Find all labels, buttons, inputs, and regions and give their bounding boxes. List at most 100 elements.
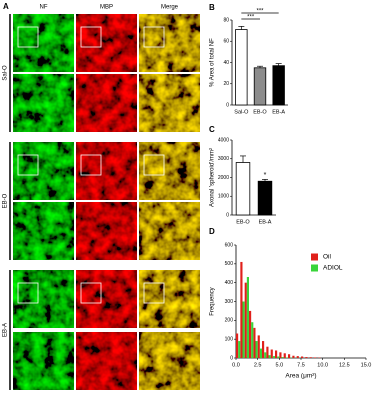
histogram-bar — [314, 357, 317, 358]
y-tick-label: 1000 — [218, 194, 229, 200]
histogram-bar — [238, 341, 241, 358]
histogram-bar — [277, 356, 280, 358]
micrograph — [139, 270, 200, 328]
inset-box — [80, 154, 102, 176]
histogram-bar — [305, 357, 308, 358]
x-axis-label: Area (μm²) — [285, 373, 316, 380]
y-tick-label: 0 — [226, 212, 229, 218]
micrograph — [139, 142, 200, 200]
x-tick-label: 2.5 — [254, 362, 262, 368]
micrograph — [76, 74, 137, 132]
x-tick-label: 12.5 — [339, 362, 350, 368]
legend-label: Oil — [323, 254, 332, 261]
histogram-bar — [240, 261, 243, 358]
histogram-bar — [301, 356, 304, 358]
significance-label: *** — [256, 9, 264, 15]
panel-label: B — [209, 3, 215, 12]
y-axis-label: % Area of total NF — [210, 38, 216, 87]
micrograph — [13, 332, 74, 390]
x-tick-label: 5.0 — [276, 362, 284, 368]
bar — [253, 67, 267, 106]
y-tick-label: 20 — [223, 81, 229, 87]
histogram-bar — [309, 357, 312, 358]
inset-box — [143, 154, 165, 176]
legend-swatch — [311, 253, 318, 261]
row-label: EB-O — [3, 193, 9, 208]
inset-box — [80, 282, 102, 304]
row-label: Sal-O — [3, 65, 9, 81]
micrograph — [139, 202, 200, 260]
y-tick-label: 0 — [226, 102, 229, 108]
y-tick-label: 600 — [225, 242, 234, 248]
x-tick-label: 0.0 — [232, 362, 240, 368]
x-tick-label: 7.5 — [297, 362, 305, 368]
micrograph — [13, 74, 74, 132]
panel-label: C — [209, 125, 215, 134]
x-tick-label: EB-A — [272, 109, 285, 115]
y-tick-label: 300 — [225, 299, 234, 305]
micrograph — [13, 14, 74, 72]
histogram-bar — [283, 353, 286, 358]
bar — [257, 180, 273, 216]
histogram-bar — [268, 355, 271, 358]
y-axis-label: Axonal 'spheroid'/mm² — [210, 148, 216, 207]
inset-box — [80, 26, 102, 48]
histogram-bar — [264, 352, 267, 358]
micrograph — [76, 14, 137, 72]
histogram-bar — [288, 354, 291, 358]
y-tick-label: 60 — [223, 39, 229, 45]
y-tick-label: 200 — [225, 318, 234, 324]
x-tick-label: EB-O — [253, 109, 267, 115]
histogram-bar — [296, 356, 299, 358]
legend-swatch — [311, 264, 318, 272]
histogram-bar — [285, 357, 288, 358]
column-header: Merge — [161, 5, 179, 11]
micrograph — [13, 142, 74, 200]
y-tick-label: 40 — [223, 60, 229, 66]
micrograph — [76, 270, 137, 328]
micrograph — [139, 14, 200, 72]
micrograph — [76, 202, 137, 260]
histogram-bar — [266, 346, 269, 358]
y-tick-label: 2000 — [218, 175, 229, 181]
histogram-bar — [249, 310, 252, 358]
histogram-bar — [292, 355, 295, 358]
panel-label: D — [209, 227, 215, 236]
bar — [235, 29, 248, 106]
histogram-bar — [251, 322, 254, 358]
y-tick-label: 3000 — [218, 156, 229, 162]
inset-box — [17, 154, 39, 176]
histogram-bar — [257, 335, 260, 358]
x-tick-label: EB-O — [236, 219, 250, 225]
column-header: NF — [40, 5, 48, 11]
legend-label: ADIOL — [323, 265, 343, 272]
x-tick-label: EB-A — [259, 219, 272, 225]
histogram-bar — [262, 341, 265, 358]
histogram-bar — [259, 348, 262, 358]
micrograph — [139, 74, 200, 132]
inset-box — [143, 26, 165, 48]
y-tick-label: 400 — [225, 280, 234, 286]
inset-box — [17, 26, 39, 48]
histogram-bar — [253, 327, 256, 358]
x-tick-label: Sal-O — [234, 109, 249, 115]
bar — [272, 65, 285, 106]
histogram-bar — [242, 301, 245, 358]
significance-label: *** — [247, 15, 255, 21]
inset-box — [17, 282, 39, 304]
y-tick-label: 80 — [223, 17, 229, 23]
micrograph — [13, 202, 74, 260]
y-tick-label: 100 — [225, 336, 234, 342]
micrograph — [76, 142, 137, 200]
micrograph — [76, 332, 137, 390]
row-label: EB-A — [3, 323, 9, 337]
y-tick-label: 500 — [225, 261, 234, 267]
micrograph — [13, 270, 74, 328]
histogram-bar — [275, 350, 278, 358]
x-tick-label: 10.0 — [317, 362, 328, 368]
panel-label: A — [3, 2, 9, 11]
histogram-bar — [255, 341, 258, 358]
micrograph — [139, 332, 200, 390]
column-header: MBP — [100, 5, 113, 11]
